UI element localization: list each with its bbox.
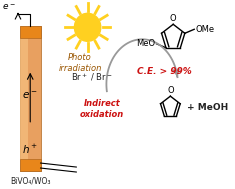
Circle shape <box>74 13 101 41</box>
Text: MeO: MeO <box>137 39 156 48</box>
Text: $e^-$: $e^-$ <box>2 3 16 12</box>
Text: $e^-$: $e^-$ <box>22 90 38 101</box>
Text: $h^+$: $h^+$ <box>22 143 38 156</box>
Bar <box>20 159 41 171</box>
Bar <box>20 26 28 171</box>
Text: O: O <box>167 86 174 95</box>
Text: + MeOH: + MeOH <box>187 103 229 112</box>
Text: $\rm Br^+$ / $\rm Br^-$: $\rm Br^+$ / $\rm Br^-$ <box>71 71 112 83</box>
Text: C.E. > 99%: C.E. > 99% <box>137 67 192 76</box>
Bar <box>20 26 41 38</box>
Text: OMe: OMe <box>195 25 214 34</box>
Text: BiVO₄/WO₃: BiVO₄/WO₃ <box>10 176 51 185</box>
Bar <box>20 26 41 171</box>
Text: O: O <box>170 14 176 23</box>
Text: Indirect
oxidation: Indirect oxidation <box>80 99 124 119</box>
Text: Photo
irradiation: Photo irradiation <box>58 53 102 73</box>
